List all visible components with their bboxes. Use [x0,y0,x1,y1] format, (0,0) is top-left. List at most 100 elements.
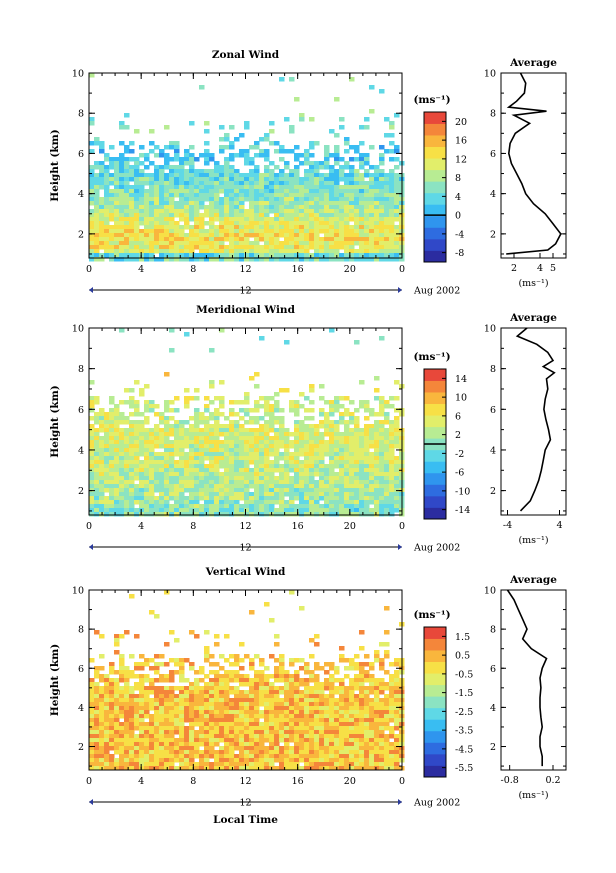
heatmap-cell [284,726,290,731]
heatmap-cell [204,424,210,429]
heatmap-cell [129,750,135,755]
heatmap-cell [169,714,175,719]
heatmap-cell [364,241,370,246]
heatmap-cell [89,185,95,190]
heatmap-cell [374,193,380,198]
heatmap-cell [329,209,335,214]
heatmap-cell [259,217,265,222]
heatmap-cell [214,504,220,509]
heatmap-cell [379,213,385,218]
heatmap-cell [294,674,300,679]
heatmap-cell [254,722,260,727]
heatmap-cell [274,666,280,671]
heatmap-cell [369,746,375,751]
heatmap-cell [389,694,395,699]
colorbar-tick-label: 12 [455,154,467,165]
heatmap-cell [144,436,150,441]
heatmap-cell [364,404,370,409]
heatmap-cell [219,694,225,699]
heatmap-cell [139,217,145,222]
heatmap-cell [369,690,375,695]
heatmap-cell [194,678,200,683]
heatmap-cell [339,237,345,242]
heatmap-cell [194,225,200,230]
heatmap-cell [344,698,350,703]
heatmap-cell [119,257,125,262]
heatmap-cell [184,698,190,703]
heatmap-cell [109,468,115,473]
heatmap-cell [199,452,205,457]
heatmap-cell [119,480,125,485]
heatmap-cell [249,173,255,178]
heatmap-cell [224,253,230,258]
heatmap-cell [264,722,270,727]
heatmap-cell [274,746,280,751]
heatmap-cell [339,209,345,214]
heatmap-cell [149,480,155,485]
heatmap-cell [129,205,135,210]
heatmap-cell [229,141,235,146]
day-line-end-arrow [398,287,402,293]
heatmap-cell [89,480,95,485]
heatmap-cell [259,229,265,234]
heatmap-cell [359,722,365,727]
heatmap-cell [234,400,240,405]
heatmap-cell [339,404,345,409]
heatmap-cell [329,229,335,234]
heatmap-cell [134,706,140,711]
heatmap-cell [124,476,130,481]
heatmap-cell [234,245,240,250]
heatmap-cell [219,674,225,679]
heatmap-cell [369,662,375,667]
heatmap-cell [364,209,370,214]
heatmap-cell [164,213,170,218]
heatmap-cell [154,678,160,683]
heatmap-cell [334,400,340,405]
heatmap-cell [144,197,150,202]
heatmap-cell [94,257,100,262]
heatmap-cell [219,444,225,449]
heatmap-cell [194,460,200,465]
heatmap-cell [374,376,380,381]
heatmap-cell [309,400,315,405]
heatmap-cell [379,472,385,477]
heatmap-cell [339,117,345,122]
heatmap-cell [299,468,305,473]
heatmap-cell [274,229,280,234]
heatmap-cell [374,464,380,469]
heatmap-cell [219,229,225,234]
heatmap-cell [149,706,155,711]
heatmap-cell [284,209,290,214]
heatmap-cell [109,257,115,262]
heatmap-cell [359,662,365,667]
heatmap-cell [154,714,160,719]
heatmap-cell [134,408,140,413]
heatmap-cell [204,504,210,509]
heatmap-cell [379,500,385,505]
heatmap-cell [304,153,310,158]
heatmap-cell [154,432,160,437]
heatmap-cell [324,205,330,210]
heatmap-cell [144,157,150,162]
heatmap-cell [374,698,380,703]
heatmap-cell [279,145,285,150]
heatmap-cell [129,253,135,258]
heatmap-cell [284,193,290,198]
heatmap-cell [104,444,110,449]
heatmap-cell [299,249,305,254]
heatmap-cell [114,694,120,699]
heatmap-cell [179,161,185,166]
heatmap-cell [144,742,150,747]
heatmap-cell [319,181,325,186]
heatmap-cell [379,209,385,214]
heatmap-cell [379,181,385,186]
heatmap-cell [219,698,225,703]
heatmap-cell [154,241,160,246]
heatmap-cell [129,241,135,246]
heatmap-cell [369,484,375,489]
heatmap-cell [254,718,260,723]
heatmap-cell [304,492,310,497]
colorbar-swatch [424,426,446,439]
heatmap-cell [309,201,315,206]
heatmap-cell [144,488,150,493]
